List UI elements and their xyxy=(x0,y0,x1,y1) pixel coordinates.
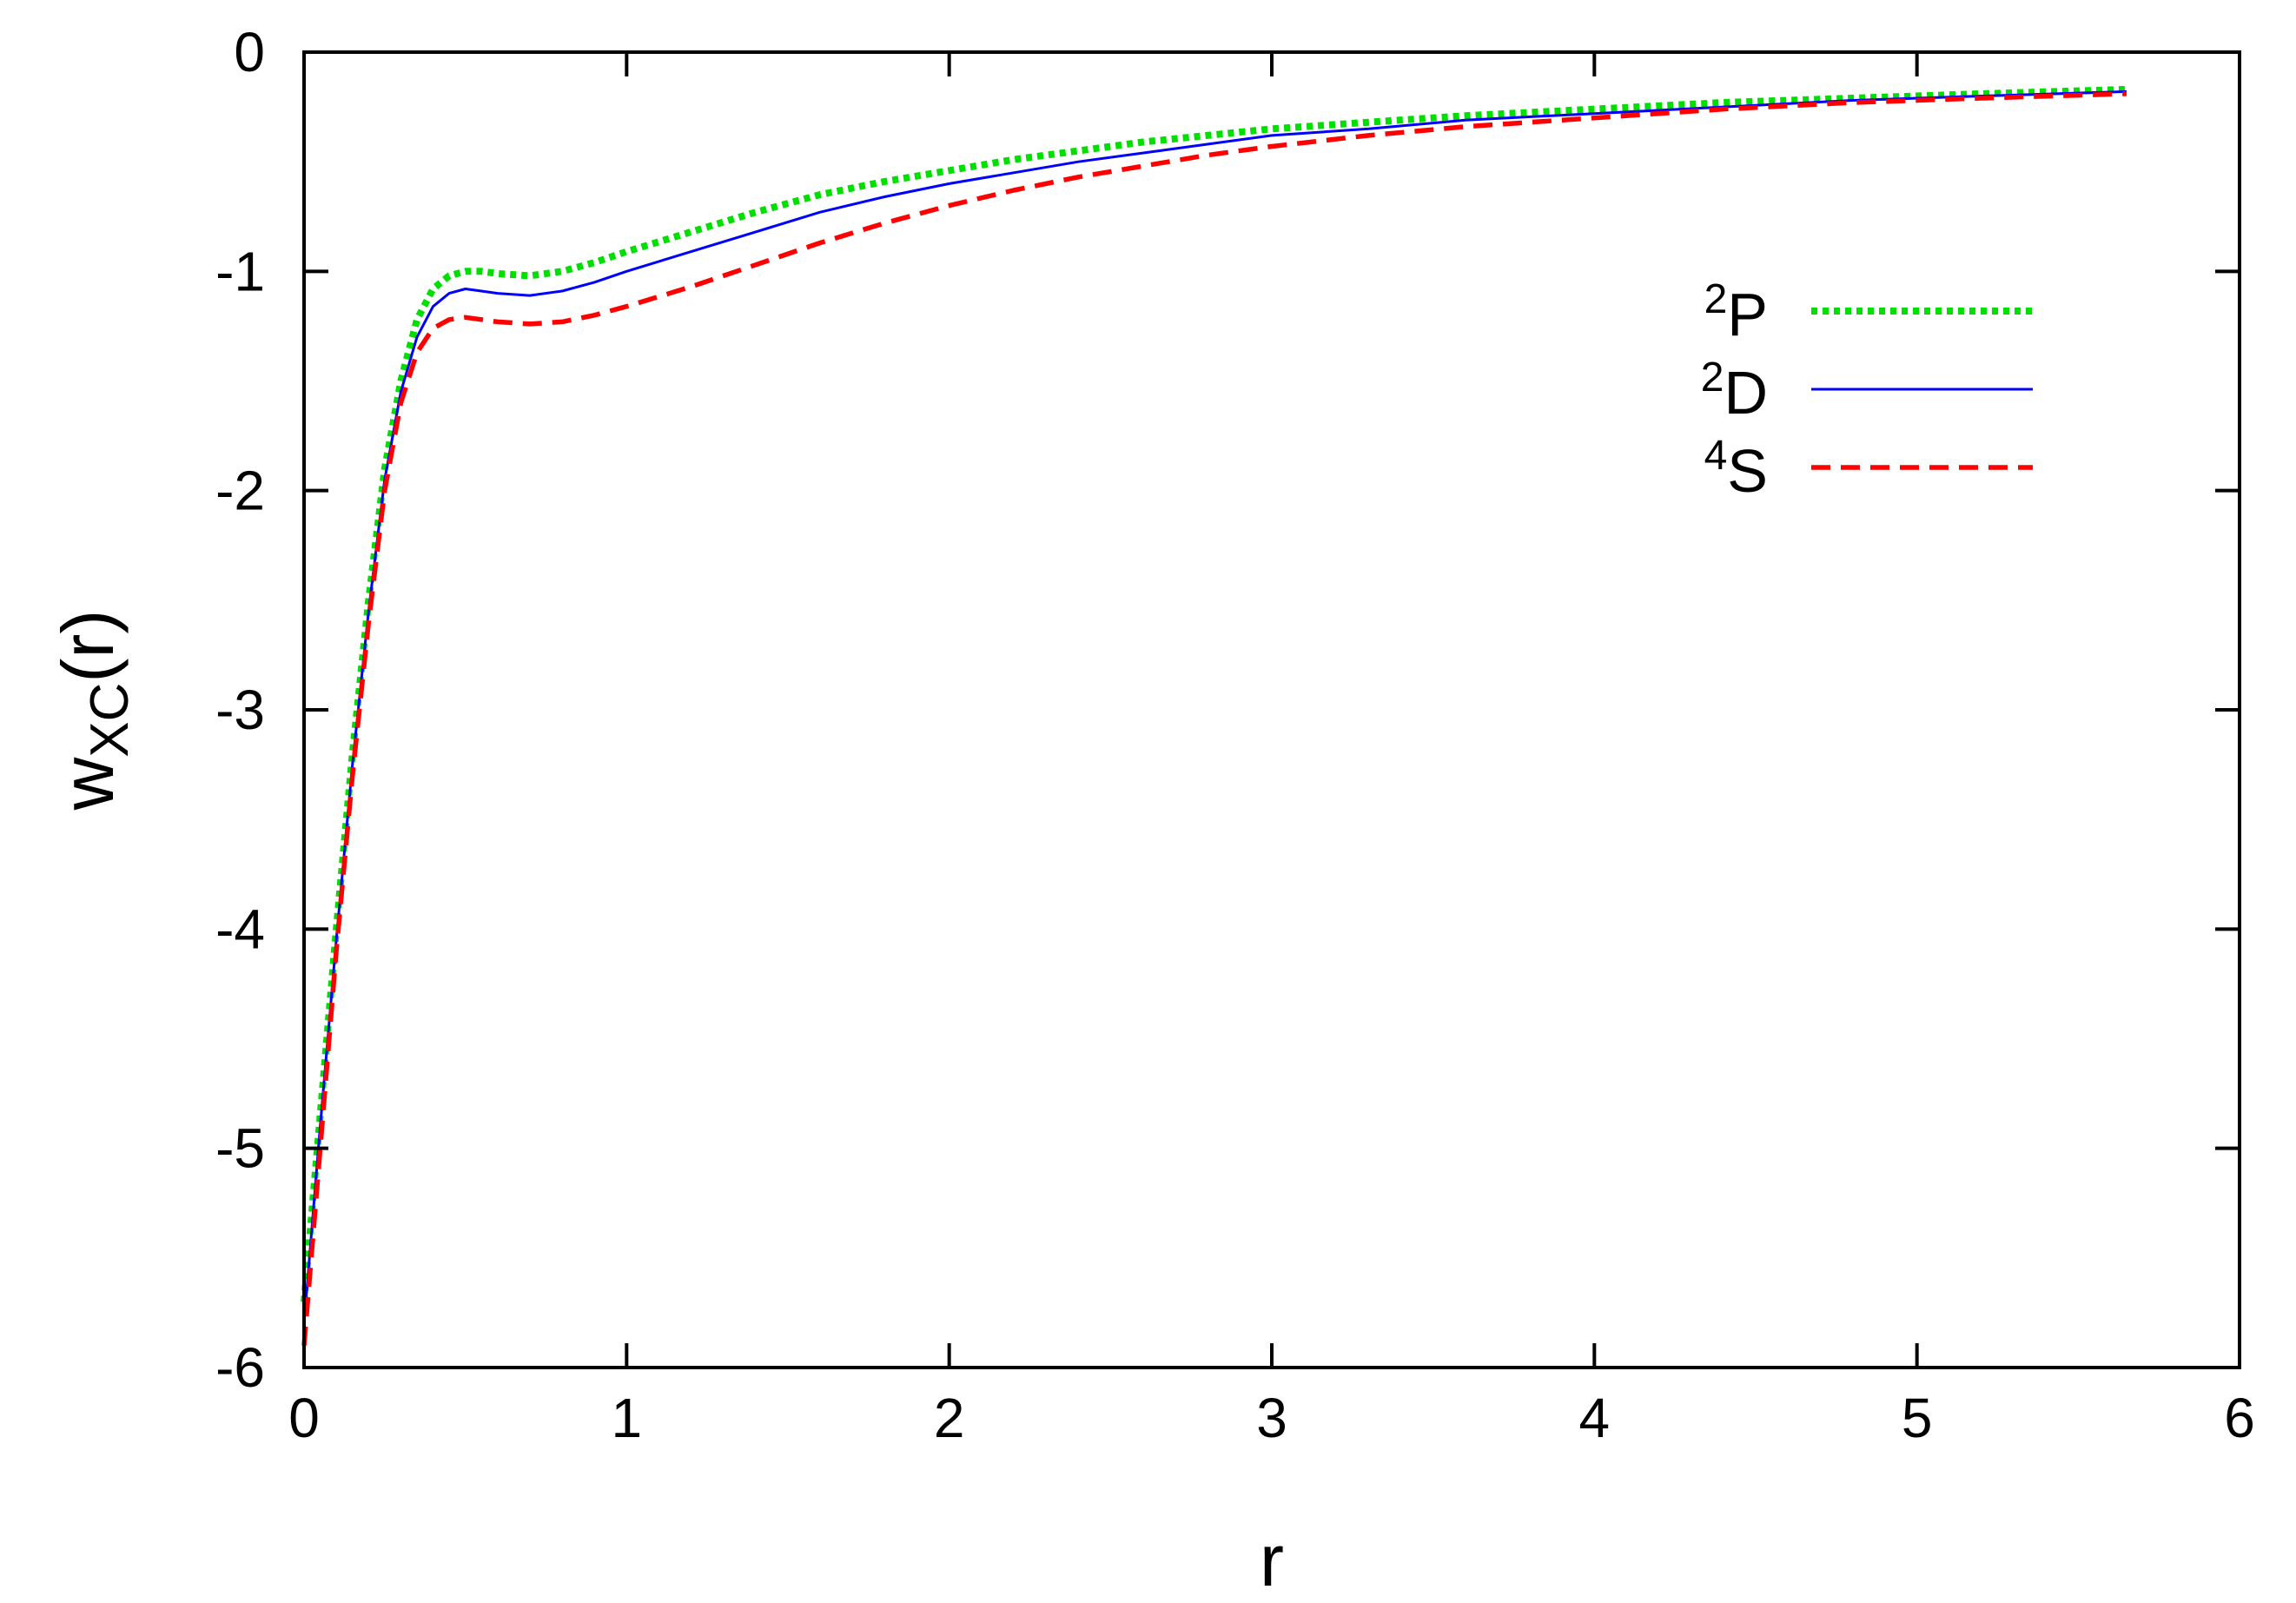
series-line-2D xyxy=(302,89,2127,1324)
y-axis-label: wXC(r) xyxy=(47,610,140,811)
x-tick-label: 4 xyxy=(1579,1387,1611,1449)
y-tick-label: -1 xyxy=(215,240,265,302)
y-tick-label: 0 xyxy=(234,21,265,83)
y-tick-label: -5 xyxy=(215,1117,265,1180)
y-axis-label-main: w xyxy=(47,757,129,811)
legend-label: 2D xyxy=(1701,354,1768,427)
legend-label-name: D xyxy=(1724,359,1768,427)
series-layer xyxy=(301,85,2127,1347)
legend-label-superscript: 2 xyxy=(1701,354,1724,401)
legend-label-name: P xyxy=(1727,281,1768,348)
series-line-4S xyxy=(301,91,2127,1347)
legend-label: 4S xyxy=(1704,433,1768,506)
series-line-2P xyxy=(301,85,2127,1302)
x-tick-label: 5 xyxy=(1902,1387,1933,1449)
x-tick-label: 3 xyxy=(1256,1387,1287,1449)
x-tick-label: 6 xyxy=(2224,1387,2255,1449)
x-tick-label: 2 xyxy=(934,1387,965,1449)
legend-label: 2P xyxy=(1704,276,1768,349)
y-tick-label: -2 xyxy=(215,460,265,522)
y-tick-label: -3 xyxy=(215,679,265,741)
x-axis-label: r xyxy=(1260,1520,1284,1601)
labels-layer: 0 1 2 3 4 5 6 0 -1 -2 -3 -4 -5 -6 xyxy=(215,21,2255,1449)
x-tick-label: 1 xyxy=(612,1387,643,1449)
y-axis-label-sub: XC xyxy=(80,683,140,758)
y-axis-label-suffix: (r) xyxy=(47,610,129,683)
x-tick-label: 0 xyxy=(288,1387,320,1449)
y-tick-label: -4 xyxy=(215,898,265,960)
legend-label-superscript: 4 xyxy=(1704,433,1728,479)
plot-frame xyxy=(302,50,2241,1369)
legend-label-name: S xyxy=(1727,437,1768,505)
y-tick-label: -6 xyxy=(215,1336,265,1399)
legend-label-superscript: 2 xyxy=(1704,276,1728,322)
ticks-layer xyxy=(302,50,2241,1369)
